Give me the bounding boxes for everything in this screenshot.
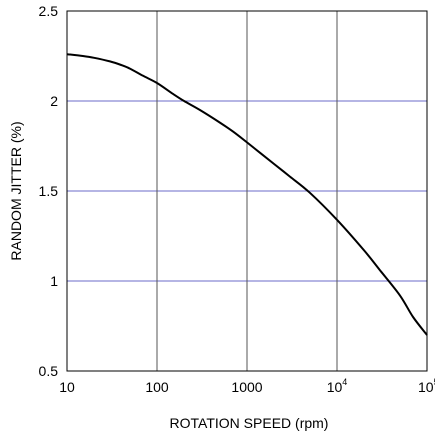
y-axis-label: RANDOM JITTER (%) [8, 121, 24, 260]
x-tick-label: 105 [418, 377, 435, 395]
y-tick-label: 2 [50, 93, 58, 109]
y-tick-label: 2.5 [39, 3, 59, 19]
y-tick-label: 1 [50, 273, 58, 289]
grid-layer [67, 11, 427, 371]
x-tick-label: 10 [59, 379, 75, 395]
x-axis-label: ROTATION SPEED (rpm) [170, 415, 329, 431]
y-tick-label: 1.5 [39, 183, 59, 199]
plot-frame [66, 10, 428, 372]
tick-labels: 0.5 1 1.5 2 2.5 10 100 1000 104 105 [39, 3, 435, 395]
x-tick-label: 104 [327, 377, 348, 395]
x-tick-label: 1000 [231, 379, 262, 395]
x-tick-label: 100 [145, 379, 169, 395]
y-tick-label: 0.5 [39, 363, 59, 379]
data-series-line [66, 53, 428, 336]
